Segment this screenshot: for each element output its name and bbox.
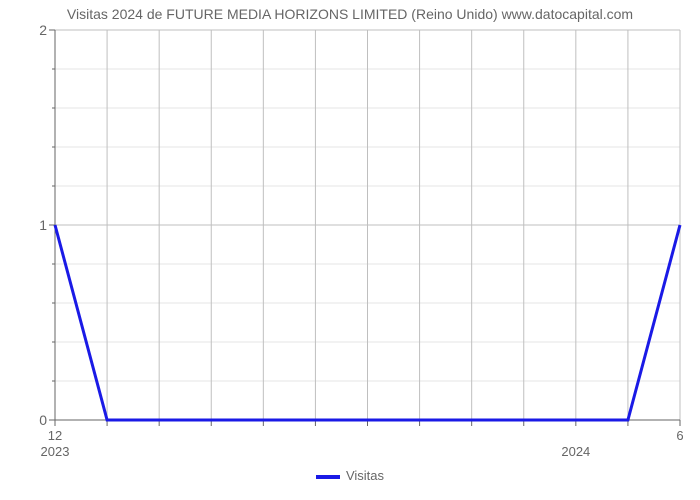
chart-plot-svg xyxy=(0,0,700,500)
legend-label: Visitas xyxy=(346,468,384,483)
x-tick-label: 6 xyxy=(670,428,690,443)
y-tick-label: 1 xyxy=(31,217,47,233)
x-year-label: 2024 xyxy=(556,444,596,459)
chart-legend: Visitas xyxy=(0,468,700,483)
legend-swatch xyxy=(316,475,340,479)
y-tick-label: 0 xyxy=(31,412,47,428)
x-tick-label: 12 xyxy=(45,428,65,443)
y-tick-label: 2 xyxy=(31,22,47,38)
visits-chart: Visitas 2024 de FUTURE MEDIA HORIZONS LI… xyxy=(0,0,700,500)
x-year-label: 2023 xyxy=(35,444,75,459)
